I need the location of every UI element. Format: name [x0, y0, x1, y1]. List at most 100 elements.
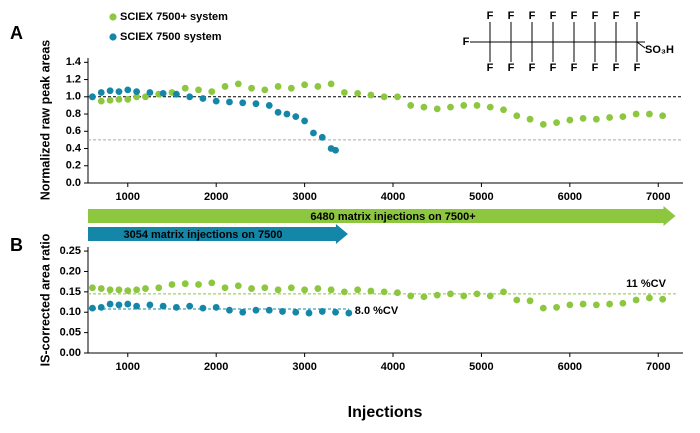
y-tick-label: 1.4 — [66, 56, 82, 68]
data-point — [106, 286, 114, 294]
data-point — [332, 308, 339, 316]
data-point — [181, 280, 189, 288]
data-point — [221, 83, 229, 90]
data-point — [553, 303, 560, 311]
y-tick-label: 0.05 — [60, 327, 81, 339]
atom-label: F — [634, 62, 641, 74]
y-tick-label: 0.2 — [66, 160, 81, 172]
y-tick-label: 0.15 — [60, 286, 81, 298]
data-point — [592, 115, 600, 123]
data-point — [115, 301, 123, 309]
data-point — [248, 285, 255, 292]
data-point — [539, 304, 547, 312]
atom-label: F — [508, 10, 515, 22]
data-point — [133, 302, 141, 310]
data-point — [124, 287, 132, 295]
data-point — [146, 89, 154, 96]
data-point — [367, 287, 375, 295]
data-point — [287, 284, 295, 292]
data-point — [632, 110, 640, 118]
atom-label: F — [634, 10, 641, 22]
data-point — [115, 286, 123, 294]
chemical-structure: F F F F F F F F F F F F F F F F F SO₃H — [463, 10, 674, 74]
data-point — [486, 292, 494, 300]
y-tick-label: 0.4 — [66, 142, 82, 154]
data-point — [332, 146, 339, 154]
data-point — [265, 306, 273, 314]
data-point — [327, 286, 335, 294]
data-point — [239, 308, 247, 316]
data-point — [89, 93, 96, 101]
data-point — [301, 117, 309, 125]
data-point — [318, 308, 326, 315]
data-point — [97, 97, 105, 105]
atom-label: F — [571, 62, 578, 74]
data-point — [106, 96, 114, 104]
data-point — [619, 299, 627, 307]
data-point — [566, 116, 574, 124]
y-axis-label: IS-corrected area ratio — [38, 233, 52, 366]
y-tick-label: 0.8 — [66, 108, 81, 120]
data-point — [142, 93, 149, 101]
data-point — [287, 84, 295, 92]
data-point — [354, 89, 362, 97]
data-point — [212, 97, 220, 105]
data-point — [500, 288, 507, 296]
data-point — [592, 301, 600, 309]
data-point — [420, 103, 428, 111]
data-point — [553, 119, 560, 127]
data-point — [473, 290, 481, 298]
data-point — [265, 102, 273, 109]
data-point — [89, 284, 96, 292]
data-point — [619, 113, 627, 121]
x-axis-label: Injections — [348, 404, 423, 421]
data-point — [106, 87, 114, 95]
y-tick-label: 0.25 — [60, 245, 81, 257]
data-point — [146, 301, 154, 309]
arrow — [88, 206, 676, 226]
data-point — [159, 302, 167, 310]
x-tick-label: 7000 — [646, 361, 670, 373]
data-point — [513, 296, 521, 304]
atom-label: F — [592, 62, 599, 74]
x-tick-label: 3000 — [292, 361, 316, 373]
data-point — [186, 93, 194, 101]
y-tick-label: 0.6 — [66, 125, 81, 137]
data-point — [97, 303, 105, 311]
arrow — [88, 224, 348, 244]
data-point — [646, 294, 653, 302]
data-point — [314, 83, 322, 90]
data-point — [234, 80, 242, 88]
data-point — [301, 286, 309, 294]
data-point — [473, 102, 481, 109]
data-point — [274, 83, 282, 90]
data-point — [239, 99, 247, 107]
data-point — [226, 306, 233, 314]
data-point — [407, 102, 415, 109]
atom-label: F — [487, 62, 494, 74]
data-point — [155, 284, 163, 292]
data-point — [566, 301, 574, 309]
data-point — [460, 292, 468, 300]
data-point — [305, 309, 313, 317]
data-point — [292, 308, 300, 316]
reference-label: 8.0 %CV — [355, 305, 399, 317]
data-point — [292, 113, 300, 121]
x-tick-label: 6000 — [558, 191, 582, 203]
data-point — [106, 300, 114, 308]
atom-label: F — [529, 10, 536, 22]
data-point — [115, 88, 123, 96]
bond — [636, 41, 646, 49]
data-point — [221, 284, 229, 292]
data-point — [579, 300, 587, 308]
data-point — [486, 103, 494, 111]
data-point — [354, 286, 362, 294]
data-point — [234, 282, 242, 290]
arrow-label: 3054 matrix injections on 7500 — [123, 229, 282, 241]
arrow-label: 6480 matrix injections on 7500+ — [310, 211, 475, 223]
data-point — [367, 91, 375, 99]
data-point — [274, 286, 282, 294]
data-point — [186, 302, 194, 310]
data-point — [433, 291, 441, 299]
data-point — [301, 81, 309, 89]
